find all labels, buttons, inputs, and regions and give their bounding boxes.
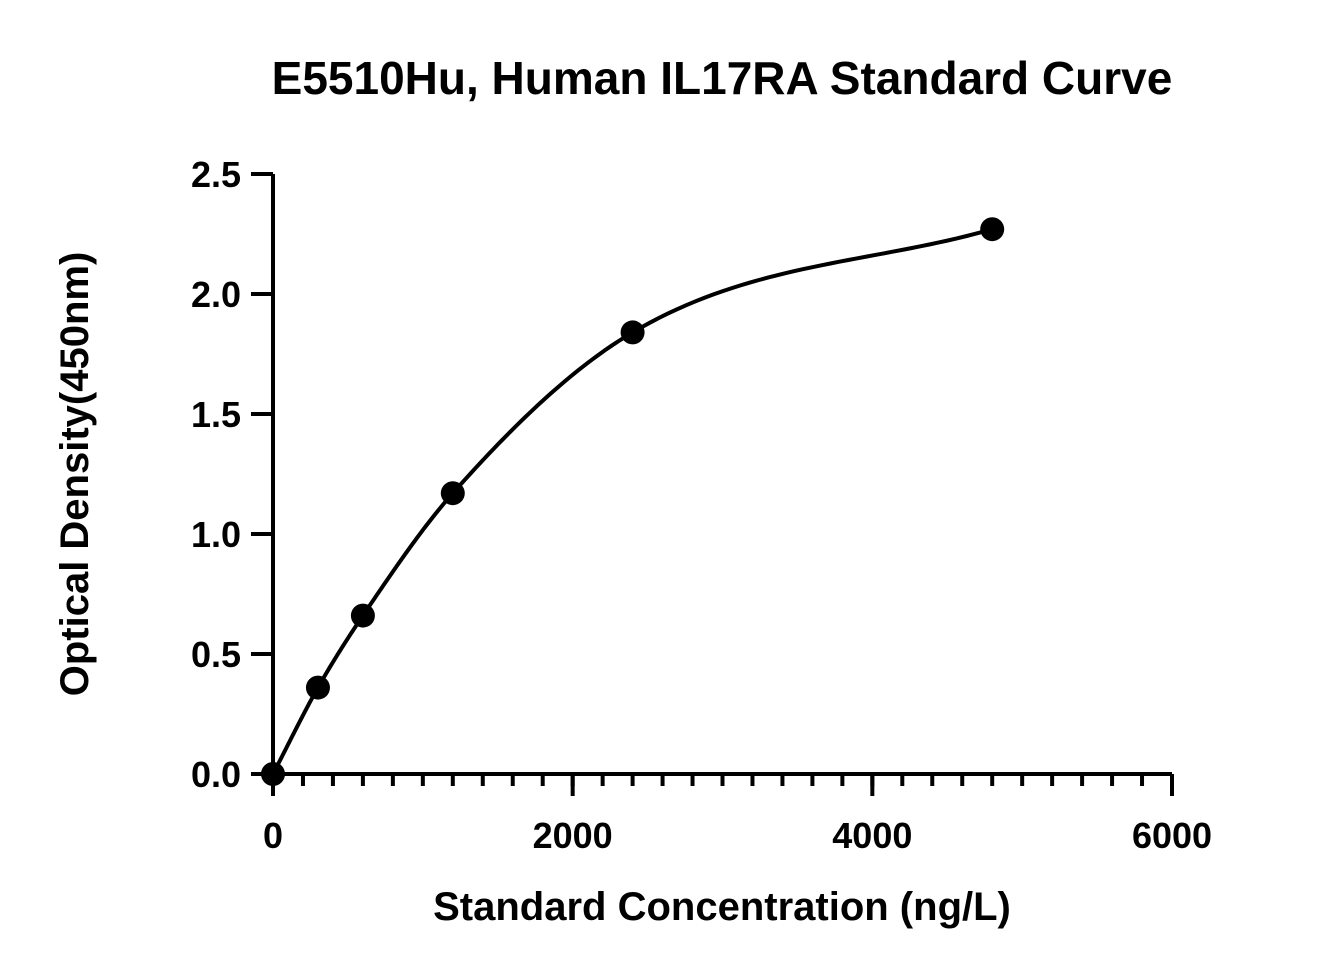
data-point [620, 320, 645, 345]
chart-title: E5510Hu, Human IL17RA Standard Curve [272, 52, 1173, 104]
y-tick-label: 0.5 [191, 634, 241, 675]
axes: 0 2000 4000 6000 0.0 0.5 1.0 1.5 2.0 2.5 [191, 154, 1212, 856]
data-point [261, 762, 285, 786]
data-marks [261, 217, 1005, 786]
y-tick-label: 1.5 [191, 394, 241, 435]
data-point [350, 603, 375, 628]
x-tick-label: 2000 [533, 815, 613, 856]
x-tick-label: 4000 [832, 815, 912, 856]
x-tick-label: 0 [263, 815, 283, 856]
data-point [980, 217, 1005, 242]
x-axis-label: Standard Concentration (ng/L) [433, 885, 1011, 929]
fit-curve [271, 227, 993, 775]
y-tick-label: 2.0 [191, 274, 241, 315]
y-tick-label: 2.5 [191, 154, 241, 195]
y-tick-label: 1.0 [191, 514, 241, 555]
y-tick-label: 0.0 [191, 754, 241, 795]
data-point [440, 481, 465, 506]
y-axis-label: Optical Density(450nm) [53, 252, 97, 697]
data-point [305, 675, 330, 700]
x-tick-label: 6000 [1132, 815, 1212, 856]
